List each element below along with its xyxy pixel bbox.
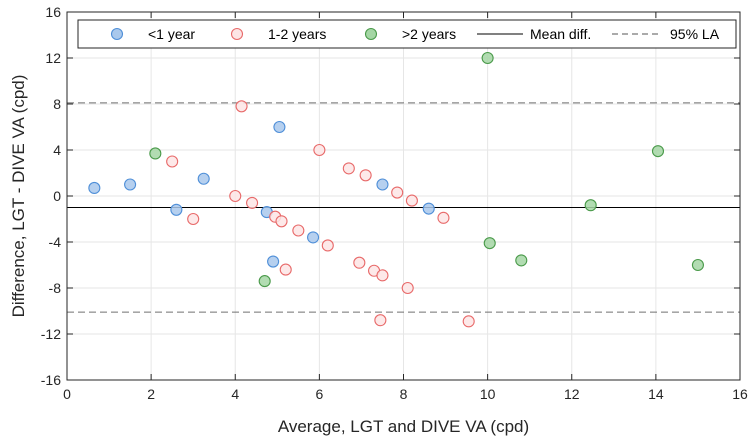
point-1to2-years <box>353 256 366 269</box>
point-1to2-years <box>437 211 450 224</box>
y-tick-label: 8 <box>53 96 61 112</box>
x-tick-label: 0 <box>63 386 71 402</box>
y-tick-label: -8 <box>49 280 62 296</box>
point-1to2-years <box>376 269 389 282</box>
point-1to2-years <box>229 189 242 203</box>
y-tick-label: 0 <box>53 188 61 204</box>
point-lt1-year <box>307 231 320 244</box>
point-gt2-years <box>483 237 496 250</box>
data-points <box>88 51 704 328</box>
x-tick-label: 14 <box>648 386 664 402</box>
point-lt1-year <box>422 202 435 215</box>
point-lt1-year <box>197 172 210 185</box>
legend-label-lt1: <1 year <box>148 26 195 42</box>
point-1to2-years <box>313 143 326 157</box>
point-1to2-years <box>275 215 288 228</box>
x-axis-title: Average, LGT and DIVE VA (cpd) <box>278 417 529 436</box>
point-1to2-years <box>374 314 387 327</box>
point-1to2-years <box>391 186 404 199</box>
y-tick-label: 12 <box>45 50 61 66</box>
point-1to2-years <box>292 224 305 237</box>
legend-label-1to2: 1-2 years <box>268 26 326 42</box>
axis-ticks: 0 2 4 6 8 10 12 14 16 16 12 8 4 0 -4 -8 -12 -16 <box>41 4 748 402</box>
legend-marker-1to2 <box>230 27 244 41</box>
legend-label-mean: Mean diff. <box>530 26 591 42</box>
legend-label-gt2: >2 years <box>402 26 456 42</box>
point-1to2-years <box>405 194 418 207</box>
x-tick-label: 16 <box>732 386 748 402</box>
point-1to2-years <box>321 239 334 252</box>
point-1to2-years <box>342 162 355 175</box>
point-1to2-years <box>187 212 200 226</box>
point-lt1-year <box>124 178 137 191</box>
point-1to2-years <box>279 263 292 276</box>
point-1to2-years <box>359 169 372 182</box>
legend-marker-gt2 <box>364 27 378 41</box>
x-tick-label: 10 <box>480 386 496 402</box>
y-axis-title: Difference, LGT - DIVE VA (cpd) <box>9 75 28 318</box>
point-1to2-years <box>246 196 259 209</box>
point-gt2-years <box>584 199 597 212</box>
point-gt2-years <box>651 145 665 158</box>
x-tick-label: 8 <box>400 386 408 402</box>
y-tick-label: -4 <box>49 234 62 250</box>
point-gt2-years <box>691 258 704 272</box>
x-tick-label: 6 <box>315 386 323 402</box>
point-lt1-year <box>273 120 286 134</box>
x-tick-label: 12 <box>564 386 580 402</box>
y-tick-label: 4 <box>53 142 61 158</box>
point-gt2-years <box>149 147 162 160</box>
point-gt2-years <box>258 275 271 288</box>
point-1to2-years <box>401 281 414 295</box>
y-tick-label: -16 <box>41 372 61 388</box>
legend-label-loa: 95% LA <box>670 26 720 42</box>
y-tick-label: 16 <box>45 4 61 20</box>
legend: <1 year 1-2 years >2 years Mean diff. 95… <box>77 19 737 49</box>
point-lt1-year <box>88 181 101 194</box>
legend-marker-lt1 <box>110 27 124 41</box>
point-lt1-year <box>267 255 280 268</box>
point-lt1-year <box>376 178 389 191</box>
point-1to2-years <box>235 100 248 113</box>
x-tick-label: 2 <box>147 386 155 402</box>
point-gt2-years <box>481 51 494 65</box>
x-tick-label: 4 <box>231 386 239 402</box>
y-tick-label: -12 <box>41 326 61 342</box>
point-1to2-years <box>462 315 475 328</box>
point-lt1-year <box>170 203 183 216</box>
point-gt2-years <box>515 254 528 267</box>
point-1to2-years <box>166 155 179 168</box>
